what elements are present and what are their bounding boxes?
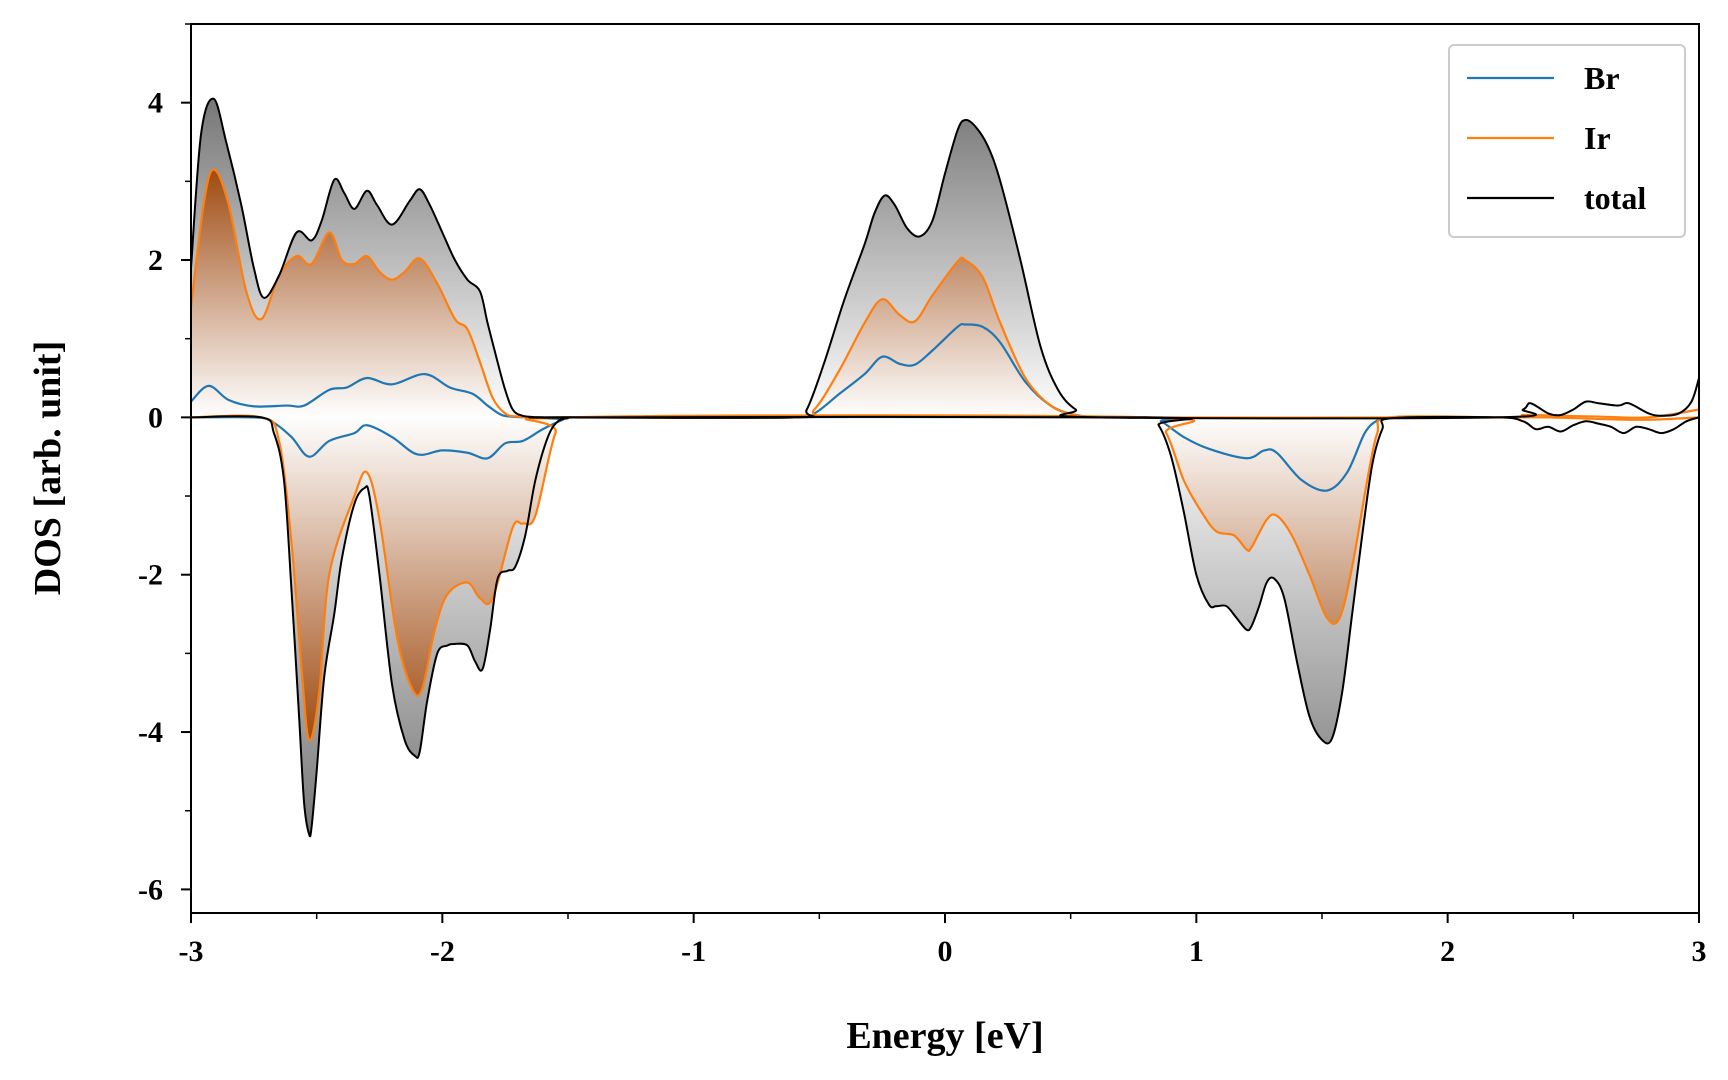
legend-label-total: total (1584, 180, 1646, 216)
total-up-fill (191, 98, 1699, 419)
axis-ticks: -3 -2 -1 0 1 2 3 -6 -4 -2 0 2 4 (138, 23, 1707, 968)
ir-up-fill (191, 169, 1699, 418)
x-tick-label: 2 (1440, 935, 1455, 968)
x-tick-label: -1 (681, 935, 706, 968)
y-tick-label: -2 (138, 559, 163, 592)
y-tick-label: -6 (138, 873, 163, 906)
y-axis-label: DOS [arb. unit] (27, 341, 69, 595)
total-down-line (191, 415, 1699, 838)
x-tick-label: -3 (179, 935, 204, 968)
legend-box (1448, 44, 1686, 238)
area-fills (191, 98, 1699, 837)
x-tick-label: -2 (430, 935, 455, 968)
total-up-line (191, 97, 1699, 420)
y-tick-label: 0 (148, 401, 163, 434)
legend-label-ir: Ir (1584, 120, 1611, 156)
legend-label-br: Br (1584, 60, 1620, 96)
x-tick-label: 3 (1692, 935, 1707, 968)
y-tick-label: 2 (148, 244, 163, 277)
x-tick-label: 0 (938, 935, 953, 968)
y-tick-label: -4 (138, 716, 163, 749)
series-lines (191, 97, 1699, 838)
ir-down-fill (191, 415, 1699, 741)
legend: Br Ir total (1448, 44, 1686, 238)
y-tick-label: 4 (148, 87, 163, 120)
x-tick-label: 1 (1189, 935, 1204, 968)
x-axis-label: Energy [eV] (846, 1015, 1043, 1057)
